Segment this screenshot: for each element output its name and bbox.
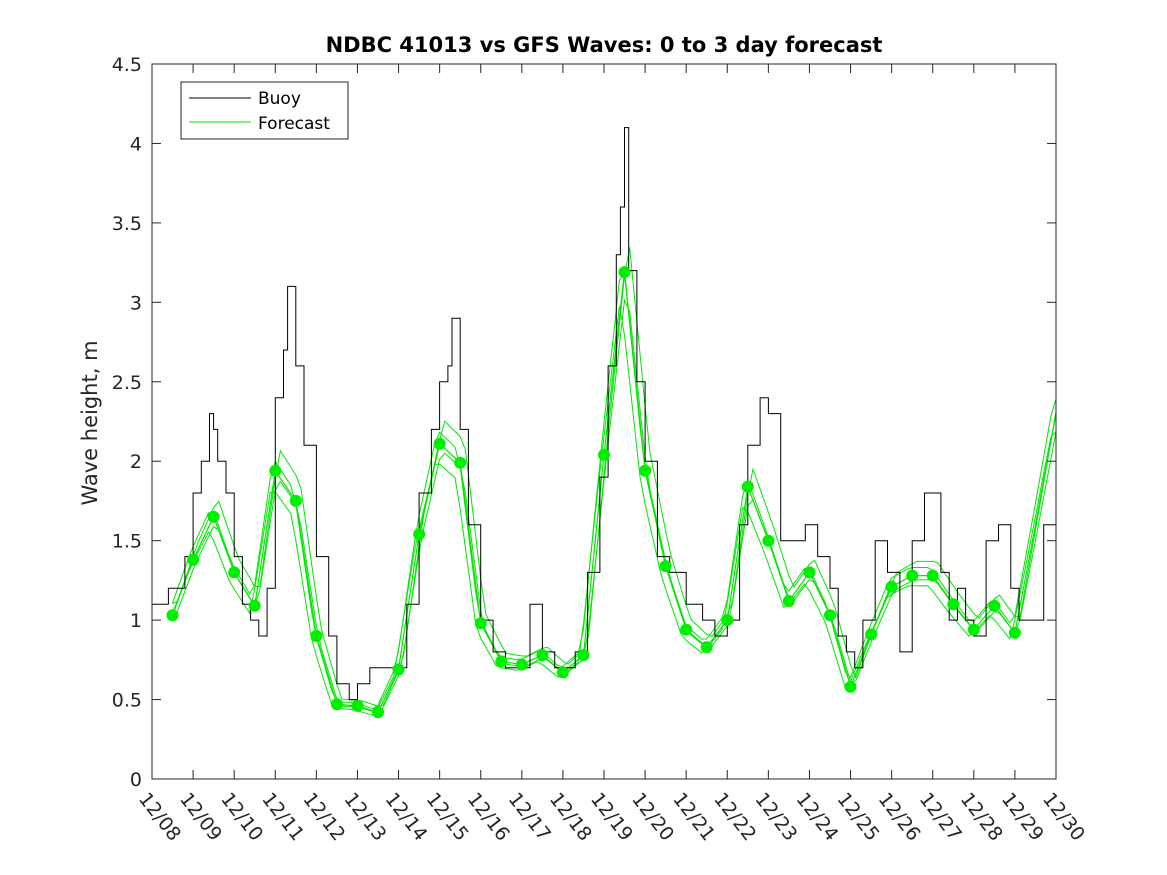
legend-box xyxy=(180,81,349,140)
forecast-point xyxy=(187,553,200,566)
y-tick-label: 0.5 xyxy=(112,690,142,712)
forecast-point xyxy=(680,623,693,636)
forecast-ensemble-line xyxy=(172,306,1057,716)
forecast-point xyxy=(351,699,364,712)
forecast-point xyxy=(598,448,610,461)
forecast-point xyxy=(536,649,549,662)
forecast-point xyxy=(433,437,446,450)
forecast-point xyxy=(392,663,405,676)
forecast-point xyxy=(618,266,631,279)
forecast-point xyxy=(762,534,775,547)
forecast-point xyxy=(515,658,528,671)
forecast-point xyxy=(865,628,878,641)
forecast-point xyxy=(700,641,713,654)
forecast-point xyxy=(228,566,241,579)
forecast-point xyxy=(372,706,384,719)
forecast-point xyxy=(556,666,569,679)
forecast-point xyxy=(639,464,652,477)
forecast-point xyxy=(495,655,508,668)
forecast-point xyxy=(741,480,754,493)
forecast-point xyxy=(269,464,282,477)
y-tick-label: 3.5 xyxy=(112,213,142,235)
forecast-point xyxy=(330,698,343,711)
forecast-point xyxy=(782,595,795,607)
chart-title: NDBC 41013 vs GFS Waves: 0 to 3 day fore… xyxy=(326,33,883,57)
y-tick-label: 3 xyxy=(130,292,142,314)
y-tick-label: 2 xyxy=(130,451,142,473)
y-axis-ticks: 0 0.5 1 1.5 2 2.5 3 3.5 4 4.5 xyxy=(112,54,1056,791)
forecast-point xyxy=(166,609,179,622)
y-tick-label: 2.5 xyxy=(112,372,142,394)
forecast-point xyxy=(885,580,898,593)
forecast-point xyxy=(844,680,857,693)
forecast-point xyxy=(906,569,919,582)
forecast-point xyxy=(577,649,590,662)
forecast-point xyxy=(454,456,467,469)
forecast-point xyxy=(988,599,1001,612)
forecast-point xyxy=(248,599,261,612)
plot-area xyxy=(151,63,1057,780)
forecast-point xyxy=(310,630,323,642)
forecast-point xyxy=(207,510,220,523)
y-tick-label: 1 xyxy=(130,610,142,632)
legend: Buoy Forecast xyxy=(180,81,349,140)
y-axis-label: Wave height, m xyxy=(78,340,102,505)
forecast-point xyxy=(967,623,980,636)
forecast-point xyxy=(824,609,836,622)
forecast-point xyxy=(947,598,960,611)
forecast-ensemble-line xyxy=(172,298,1057,714)
forecast-point xyxy=(803,566,816,579)
legend-forecast-label: Forecast xyxy=(258,114,330,134)
buoy-line xyxy=(152,127,1057,701)
forecast-point xyxy=(659,560,672,573)
forecast-point xyxy=(721,614,734,627)
y-tick-label: 4 xyxy=(130,133,142,155)
forecast-point xyxy=(413,528,426,541)
forecast-point xyxy=(289,494,302,507)
forecast-point xyxy=(474,617,487,630)
y-tick-label: 0 xyxy=(130,769,142,791)
y-tick-label: 4.5 xyxy=(112,54,142,76)
legend-buoy-label: Buoy xyxy=(258,89,301,109)
forecast-point xyxy=(926,569,939,582)
y-tick-label: 1.5 xyxy=(112,531,142,553)
forecast-ensemble-line xyxy=(172,247,1057,707)
forecast-point xyxy=(1008,626,1021,639)
